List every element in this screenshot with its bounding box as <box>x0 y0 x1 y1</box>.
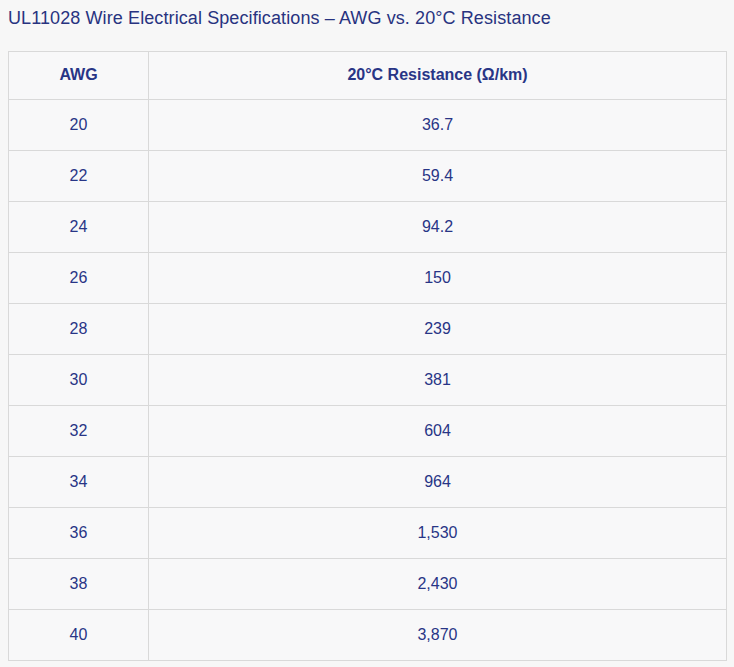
awg-cell: 26 <box>9 252 149 303</box>
awg-cell: 22 <box>9 150 149 201</box>
awg-cell: 36 <box>9 507 149 558</box>
resistance-cell: 1,530 <box>149 507 727 558</box>
table-row: 26 150 <box>9 252 727 303</box>
table-row: 38 2,430 <box>9 558 727 609</box>
resistance-column-header: 20°C Resistance (Ω/km) <box>149 51 727 99</box>
page-title: UL11028 Wire Electrical Specifications –… <box>8 8 726 29</box>
table-row: 28 239 <box>9 303 727 354</box>
table-row: 32 604 <box>9 405 727 456</box>
resistance-cell: 94.2 <box>149 201 727 252</box>
resistance-cell: 964 <box>149 456 727 507</box>
table-row: 22 59.4 <box>9 150 727 201</box>
resistance-cell: 59.4 <box>149 150 727 201</box>
table-row: 36 1,530 <box>9 507 727 558</box>
resistance-cell: 604 <box>149 405 727 456</box>
awg-column-header: AWG <box>9 51 149 99</box>
wire-spec-table: AWG 20°C Resistance (Ω/km) 20 36.7 22 59… <box>8 51 727 661</box>
awg-cell: 24 <box>9 201 149 252</box>
awg-cell: 32 <box>9 405 149 456</box>
table-row: 34 964 <box>9 456 727 507</box>
page: UL11028 Wire Electrical Specifications –… <box>0 0 734 667</box>
awg-cell: 30 <box>9 354 149 405</box>
table-row: 24 94.2 <box>9 201 727 252</box>
awg-cell: 28 <box>9 303 149 354</box>
resistance-cell: 381 <box>149 354 727 405</box>
resistance-cell: 36.7 <box>149 99 727 150</box>
awg-cell: 38 <box>9 558 149 609</box>
resistance-cell: 150 <box>149 252 727 303</box>
resistance-cell: 239 <box>149 303 727 354</box>
table-row: 40 3,870 <box>9 609 727 660</box>
table-row: 20 36.7 <box>9 99 727 150</box>
awg-cell: 20 <box>9 99 149 150</box>
resistance-cell: 2,430 <box>149 558 727 609</box>
table-header-row: AWG 20°C Resistance (Ω/km) <box>9 51 727 99</box>
awg-cell: 34 <box>9 456 149 507</box>
awg-cell: 40 <box>9 609 149 660</box>
resistance-cell: 3,870 <box>149 609 727 660</box>
table-row: 30 381 <box>9 354 727 405</box>
